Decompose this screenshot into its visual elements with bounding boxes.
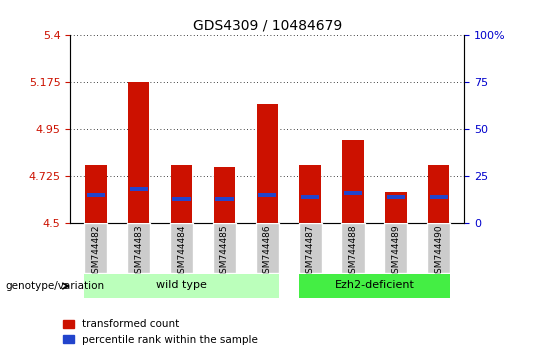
Bar [342, 139, 364, 223]
Text: genotype/variation: genotype/variation [5, 281, 105, 291]
Text: GSM744484: GSM744484 [177, 224, 186, 279]
Bar [430, 195, 448, 199]
FancyBboxPatch shape [299, 274, 450, 298]
Text: GSM744490: GSM744490 [434, 224, 443, 279]
Bar [428, 165, 449, 223]
Bar [214, 167, 235, 223]
FancyBboxPatch shape [170, 223, 193, 273]
FancyBboxPatch shape [256, 223, 279, 273]
Bar [387, 195, 405, 199]
FancyBboxPatch shape [299, 223, 322, 273]
Text: wild type: wild type [156, 280, 207, 290]
Bar [87, 193, 105, 197]
Bar [85, 165, 106, 223]
Bar [128, 82, 150, 223]
FancyBboxPatch shape [84, 274, 279, 298]
Text: GSM744486: GSM744486 [263, 224, 272, 279]
Bar [301, 195, 319, 199]
FancyBboxPatch shape [341, 223, 365, 273]
FancyBboxPatch shape [384, 223, 407, 273]
Text: GSM744483: GSM744483 [134, 224, 143, 279]
Bar [130, 187, 148, 191]
Bar [171, 165, 192, 223]
Text: GSM744488: GSM744488 [348, 224, 357, 279]
Bar [300, 165, 321, 223]
FancyBboxPatch shape [84, 223, 107, 273]
Text: Ezh2-deficient: Ezh2-deficient [334, 280, 414, 290]
Bar [172, 197, 191, 200]
Bar [215, 197, 234, 200]
FancyBboxPatch shape [427, 223, 450, 273]
Text: GSM744485: GSM744485 [220, 224, 229, 279]
Bar [258, 193, 276, 197]
Bar [385, 192, 407, 223]
Text: GSM744489: GSM744489 [392, 224, 400, 279]
FancyBboxPatch shape [213, 223, 236, 273]
FancyBboxPatch shape [127, 223, 150, 273]
Bar [344, 191, 362, 195]
Text: GSM744482: GSM744482 [91, 224, 100, 279]
Title: GDS4309 / 10484679: GDS4309 / 10484679 [193, 19, 342, 33]
Text: GSM744487: GSM744487 [306, 224, 315, 279]
Legend: transformed count, percentile rank within the sample: transformed count, percentile rank withi… [59, 315, 262, 349]
Bar [256, 104, 278, 223]
